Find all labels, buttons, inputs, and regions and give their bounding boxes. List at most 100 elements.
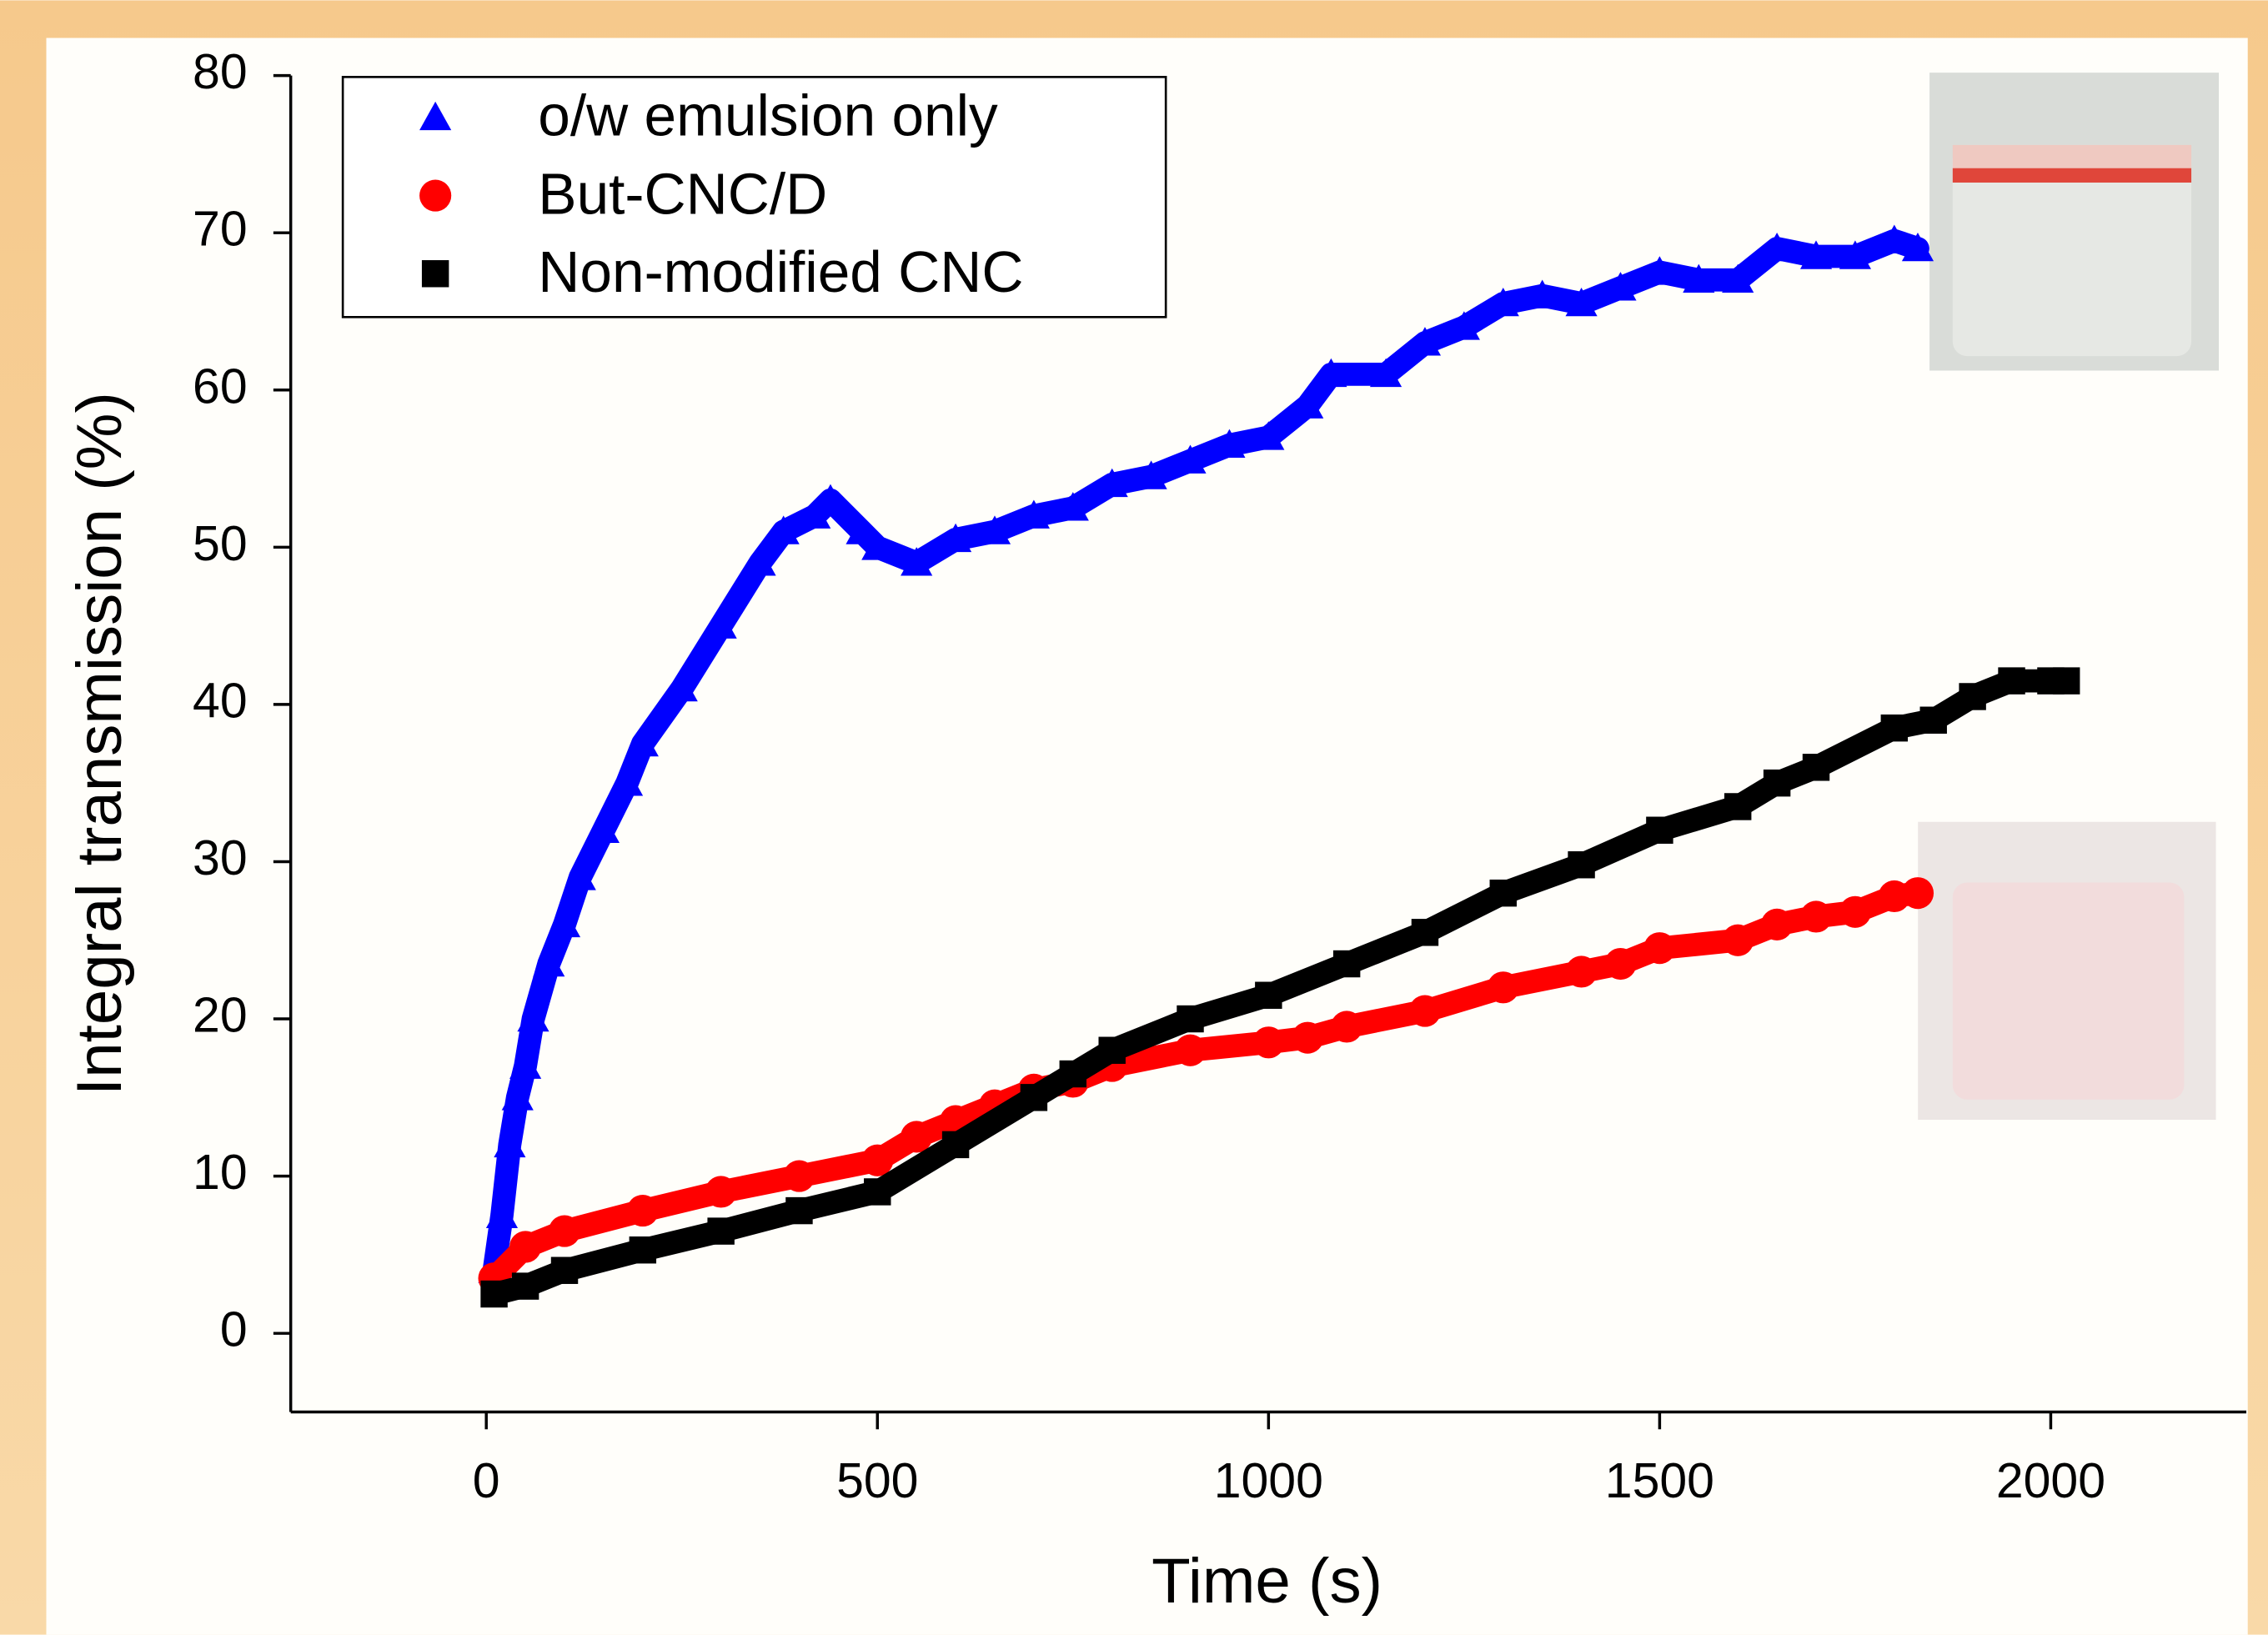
- data-point: [767, 515, 800, 544]
- data-point: [1604, 947, 1637, 980]
- data-point: [1722, 924, 1754, 956]
- data-point: [1565, 287, 1598, 317]
- data-point: [1292, 389, 1324, 419]
- x-tick-label: 2000: [1996, 1454, 2105, 1508]
- data-point: [864, 1178, 891, 1206]
- data-point: [1332, 950, 1361, 978]
- y-tick-label: 60: [193, 359, 248, 414]
- data-point: [1252, 421, 1285, 450]
- data-point: [1135, 460, 1167, 489]
- data-point: [511, 1272, 539, 1300]
- x-axis-title: Time (s): [1152, 1546, 1382, 1617]
- data-point: [1646, 816, 1673, 844]
- legend-marker: [419, 179, 452, 212]
- data-point: [705, 1176, 737, 1208]
- data-point: [1568, 851, 1595, 879]
- data-point: [901, 547, 933, 576]
- data-point: [1017, 499, 1050, 529]
- data-point: [1683, 263, 1715, 293]
- data-point: [1448, 311, 1480, 340]
- data-point: [501, 1081, 534, 1111]
- x-tick-label: 1500: [1605, 1454, 1714, 1508]
- y-tick-label: 30: [193, 831, 248, 885]
- data-point: [480, 1280, 508, 1308]
- data-point: [550, 1256, 579, 1284]
- data-point: [1643, 932, 1676, 965]
- data-point: [1315, 358, 1347, 388]
- data-point: [707, 1217, 735, 1245]
- data-point: [1096, 468, 1128, 498]
- data-point: [785, 1196, 813, 1225]
- data-point: [1369, 358, 1402, 388]
- inset-photo-bottom: [1918, 821, 2216, 1121]
- data-point: [783, 1160, 815, 1192]
- data-point: [1643, 256, 1676, 285]
- data-point: [1174, 444, 1207, 474]
- data-point: [587, 814, 620, 844]
- data-point: [1901, 232, 1934, 262]
- data-point: [626, 1195, 659, 1227]
- data-point: [1880, 714, 1909, 742]
- data-point: [1331, 1011, 1363, 1043]
- data-point: [1761, 908, 1794, 940]
- data-point: [705, 609, 737, 639]
- data-point: [509, 1050, 542, 1079]
- data-point: [1408, 995, 1442, 1027]
- data-point: [978, 515, 1011, 544]
- data-point: [494, 1128, 526, 1158]
- data-point: [517, 1002, 549, 1032]
- data-point: [1761, 232, 1794, 262]
- data-point: [509, 1231, 542, 1263]
- data-point: [1213, 429, 1246, 459]
- y-tick-label: 10: [193, 1146, 248, 1200]
- series-band: [482, 881, 1929, 1291]
- legend-label: o/w emulsion only: [538, 83, 998, 148]
- data-point: [1565, 955, 1598, 988]
- data-point: [861, 1144, 894, 1176]
- inset-photo-top: [1929, 73, 2220, 371]
- data-point: [1526, 279, 1558, 308]
- data-point: [548, 908, 581, 938]
- y-tick-label: 80: [193, 45, 248, 99]
- data-point: [485, 1199, 519, 1229]
- data-point: [941, 1131, 970, 1159]
- data-point: [1056, 492, 1089, 521]
- x-tick-label: 1000: [1214, 1454, 1323, 1508]
- data-point: [1839, 895, 1871, 928]
- data-point: [1252, 1026, 1285, 1059]
- y-axis-title: Integral transmission (%): [64, 392, 135, 1096]
- data-point: [799, 499, 831, 529]
- data-point: [1059, 1060, 1087, 1088]
- data-point: [1763, 769, 1791, 797]
- legend-marker: [419, 101, 452, 131]
- x-tick-label: 500: [836, 1454, 918, 1508]
- legend-box: [341, 76, 1167, 318]
- data-point: [1177, 1005, 1204, 1033]
- legend-label: Non-modified CNC: [538, 239, 1023, 304]
- y-tick-label: 40: [193, 674, 248, 728]
- legend-label: But-CNC/D: [538, 161, 827, 226]
- y-tick-label: 0: [220, 1303, 248, 1357]
- data-point: [814, 484, 847, 514]
- data-point: [901, 1121, 933, 1153]
- data-point: [665, 672, 698, 702]
- data-point: [2052, 667, 2080, 695]
- data-point: [1802, 754, 1830, 781]
- data-point: [1487, 971, 1519, 1004]
- data-point: [1799, 240, 1833, 269]
- data-point: [629, 1236, 657, 1264]
- data-point: [845, 515, 878, 544]
- data-point: [610, 767, 644, 796]
- data-point: [1839, 240, 1871, 269]
- data-point: [1292, 1021, 1324, 1054]
- data-point: [939, 523, 972, 553]
- data-point: [626, 727, 659, 757]
- data-point: [1722, 263, 1754, 293]
- data-point: [1098, 1036, 1126, 1064]
- data-point: [1901, 877, 1934, 910]
- data-point: [1878, 224, 1910, 253]
- y-tick-label: 70: [193, 203, 248, 257]
- data-point: [533, 947, 565, 977]
- data-point: [744, 547, 776, 576]
